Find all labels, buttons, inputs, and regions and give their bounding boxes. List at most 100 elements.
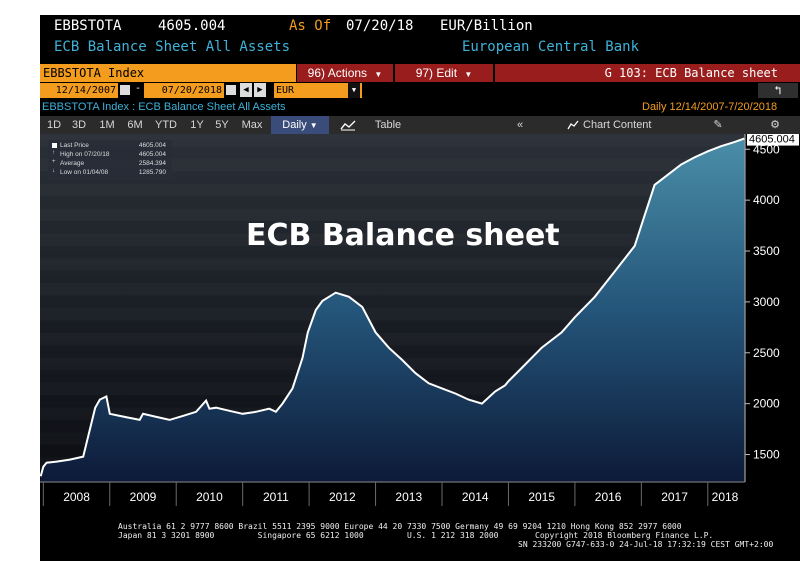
gear-icon[interactable]: ⚙ xyxy=(770,119,780,131)
x-tick-label: 2017 xyxy=(661,490,688,504)
y-tick-label: 4500 xyxy=(753,142,780,156)
actions-button[interactable]: 96) Actions ▼ xyxy=(297,64,393,82)
calendar-icon[interactable] xyxy=(120,85,130,95)
last-value-label: 4605.004 xyxy=(749,134,795,146)
chevron-down-icon[interactable]: ▼ xyxy=(348,83,360,98)
y-tick-label: 3000 xyxy=(753,295,780,309)
balance-sheet-chart: 1500 2000 2500 3000 3500 4000 4500 4605.004 20… xyxy=(40,134,800,519)
x-tick-label: 2014 xyxy=(462,490,489,504)
range-ytd-button[interactable]: YTD xyxy=(155,119,177,131)
last-value-tag: 4605.004 xyxy=(747,134,799,146)
y-tick-label: 2500 xyxy=(753,346,780,360)
date-bar: 12/14/2007 - 07/20/2018 ◀ ▶ EUR ▼ ↰ xyxy=(40,83,800,99)
currency-value: EUR xyxy=(276,85,295,96)
start-date-field[interactable]: 12/14/2007 xyxy=(40,83,118,98)
y-tick-label: 3500 xyxy=(753,244,780,258)
legend-value: 2584.394 xyxy=(138,160,166,167)
footer: Australia 61 2 9777 8600 Brazil 5511 239… xyxy=(40,519,800,561)
footer-contacts-line: Australia 61 2 9777 8600 Brazil 5511 239… xyxy=(118,522,682,531)
legend-marker xyxy=(52,143,57,148)
x-tick-label: 2015 xyxy=(528,490,555,504)
series-line xyxy=(40,137,745,477)
as-of-date: 07/20/18 xyxy=(346,18,414,34)
x-tick-label: 2012 xyxy=(329,490,356,504)
y-tick-label: 4000 xyxy=(753,193,780,207)
legend-value: 4605.004 xyxy=(138,151,166,158)
range-1y-button[interactable]: 1Y xyxy=(190,119,204,131)
y-axis-panel xyxy=(745,134,800,482)
up-arrow-icon: ↑ xyxy=(52,150,55,156)
background-band xyxy=(40,184,745,196)
y-tick-label: 2000 xyxy=(753,397,780,411)
command-bar: EBBSTOTA Index 96) Actions ▼ 97) Edit ▼ … xyxy=(40,64,800,82)
as-of-label: As Of xyxy=(289,18,332,34)
session-info: SN 233200 G747-633-0 24-Jul-18 17:32:19 … xyxy=(518,540,774,549)
x-tick-label: 2010 xyxy=(196,490,223,504)
chart-title: ECB Balance sheet xyxy=(246,218,560,253)
page-title-field[interactable]: G 103: ECB Balance sheet xyxy=(495,64,800,82)
plus-icon: + xyxy=(52,159,56,165)
frequency-select[interactable]: Daily ▼ xyxy=(271,116,329,134)
x-axis-ticks: 2008 2009 2010 2011 2012 2013 2014 2015 2016 2017… xyxy=(40,481,745,506)
chart-content-icon[interactable] xyxy=(565,116,581,134)
legend-label: Low on 01/04/08 xyxy=(60,169,109,176)
chart-subtitle: EBBSTOTA Index : ECB Balance Sheet All A… xyxy=(42,101,286,113)
line-chart-icon[interactable] xyxy=(333,116,363,134)
edit-icon[interactable]: ✎ xyxy=(713,119,723,131)
footer-contacts-line-2: Japan 81 3 3201 8900 Singapore 65 6212 1… xyxy=(118,531,499,540)
source-label: European Central Bank xyxy=(462,39,640,55)
copyright: Copyright 2018 Bloomberg Finance L.P. xyxy=(535,531,714,540)
legend-item: ↓ Low on 01/04/08 1285.790 xyxy=(52,168,168,177)
unit-label: EUR/Billion xyxy=(440,18,533,34)
currency-select[interactable]: EUR xyxy=(274,83,362,98)
legend-label: Last Price xyxy=(60,142,89,149)
x-axis-panel xyxy=(40,482,745,519)
range-5y-button[interactable]: 5Y xyxy=(215,119,229,131)
terminal-window: EBBSTOTA 4605.004 As Of 07/20/18 EUR/Bil… xyxy=(40,15,800,561)
range-max-button[interactable]: Max xyxy=(241,119,263,131)
subtitle-row: EBBSTOTA Index : ECB Balance Sheet All A… xyxy=(40,100,800,115)
chart-content-button[interactable]: Chart Content xyxy=(583,119,652,131)
header-description-row: ECB Balance Sheet All Assets European Ce… xyxy=(40,37,800,58)
legend-label: High on 07/20/18 xyxy=(60,151,110,158)
chevron-down-icon: ▼ xyxy=(464,70,473,79)
security-description: ECB Balance Sheet All Assets xyxy=(54,39,291,55)
range-3d-button[interactable]: 3D xyxy=(71,119,87,131)
range-6m-button[interactable]: 6M xyxy=(127,119,143,131)
range-1d-button[interactable]: 1D xyxy=(46,119,62,131)
end-date-field[interactable]: 07/20/2018 xyxy=(144,83,224,98)
y-tick-label: 1500 xyxy=(753,448,780,462)
table-button[interactable]: Table xyxy=(374,119,402,131)
calendar-icon[interactable] xyxy=(226,85,236,95)
down-arrow-icon: ↓ xyxy=(52,168,55,174)
last-value: 4605.004 xyxy=(158,18,226,34)
chevron-down-icon: ▼ xyxy=(374,70,383,79)
legend-item: Last Price 4605.004 xyxy=(52,142,168,150)
legend-item: ↑ High on 07/20/18 4605.004 xyxy=(52,150,168,159)
x-tick-label: 2009 xyxy=(130,490,157,504)
legend-item: + Average 2584.394 xyxy=(52,159,168,168)
chart-toolbar: 1D 3D 1M 6M YTD 1Y 5Y Max Daily ▼ Table … xyxy=(40,116,800,134)
series-area xyxy=(40,138,745,482)
legend-label: Average xyxy=(60,160,85,167)
x-tick-label: 2013 xyxy=(395,490,422,504)
chevron-down-icon: ▼ xyxy=(309,121,318,130)
start-date: 12/14/2007 xyxy=(55,85,116,96)
security-field[interactable]: EBBSTOTA Index xyxy=(40,64,296,82)
edit-button[interactable]: 97) Edit ▼ xyxy=(395,64,493,82)
legend-value: 4605.004 xyxy=(138,142,166,149)
double-chevron-left-icon[interactable]: « xyxy=(516,119,524,131)
x-tick-label: 2016 xyxy=(595,490,622,504)
previous-arrow-icon[interactable]: ◀ xyxy=(240,83,252,97)
end-date: 07/20/2018 xyxy=(161,85,222,96)
ticker: EBBSTOTA xyxy=(54,18,122,34)
next-arrow-icon[interactable]: ▶ xyxy=(254,83,266,97)
x-tick-label: 2011 xyxy=(263,490,289,504)
actions-label: 96) Actions xyxy=(307,66,368,80)
page-title: G 103: ECB Balance sheet xyxy=(604,66,778,80)
range-1m-button[interactable]: 1M xyxy=(99,119,115,131)
legend-value: 1285.790 xyxy=(138,169,166,176)
header-row: EBBSTOTA 4605.004 As Of 07/20/18 EUR/Bil… xyxy=(40,15,800,37)
undo-arrow-icon[interactable]: ↰ xyxy=(758,83,798,98)
last-value-box xyxy=(747,134,799,146)
